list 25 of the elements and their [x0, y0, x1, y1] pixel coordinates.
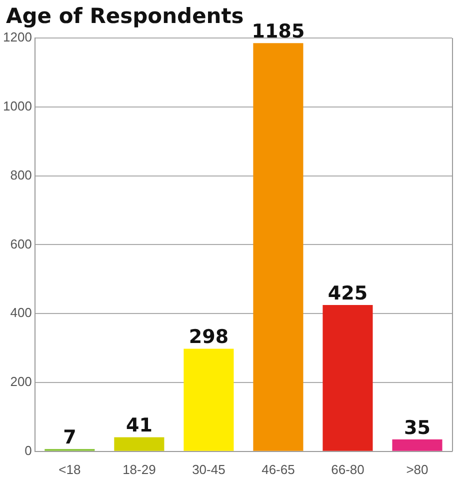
y-tick-label: 1200	[3, 30, 32, 45]
y-tick-label: 800	[10, 167, 32, 182]
bar	[253, 43, 304, 451]
data-label: 425	[328, 282, 368, 304]
y-tick-label: 0	[24, 442, 32, 458]
bar	[392, 439, 442, 451]
y-tick-label: 400	[10, 305, 32, 320]
x-tick-label: <18	[58, 462, 81, 477]
chart-title: Age of Respondents	[6, 4, 244, 28]
data-label: 41	[126, 414, 152, 437]
bar	[184, 348, 234, 451]
x-tick-label: 66-80	[331, 462, 364, 477]
x-tick-label: 18-29	[122, 462, 156, 477]
data-label: 1185	[252, 20, 305, 43]
x-tick-label: 30-45	[192, 462, 226, 477]
data-label: 298	[188, 326, 229, 348]
data-label: 35	[404, 416, 430, 439]
y-tick-label: 1000	[3, 98, 32, 114]
data-label: 7	[63, 426, 76, 448]
bar	[114, 437, 164, 451]
x-tick-label: 46-65	[262, 462, 295, 477]
y-tick-label: 200	[10, 374, 32, 390]
x-tick-label: >80	[406, 462, 428, 477]
bar	[322, 304, 373, 451]
y-tick-label: 600	[10, 236, 32, 252]
